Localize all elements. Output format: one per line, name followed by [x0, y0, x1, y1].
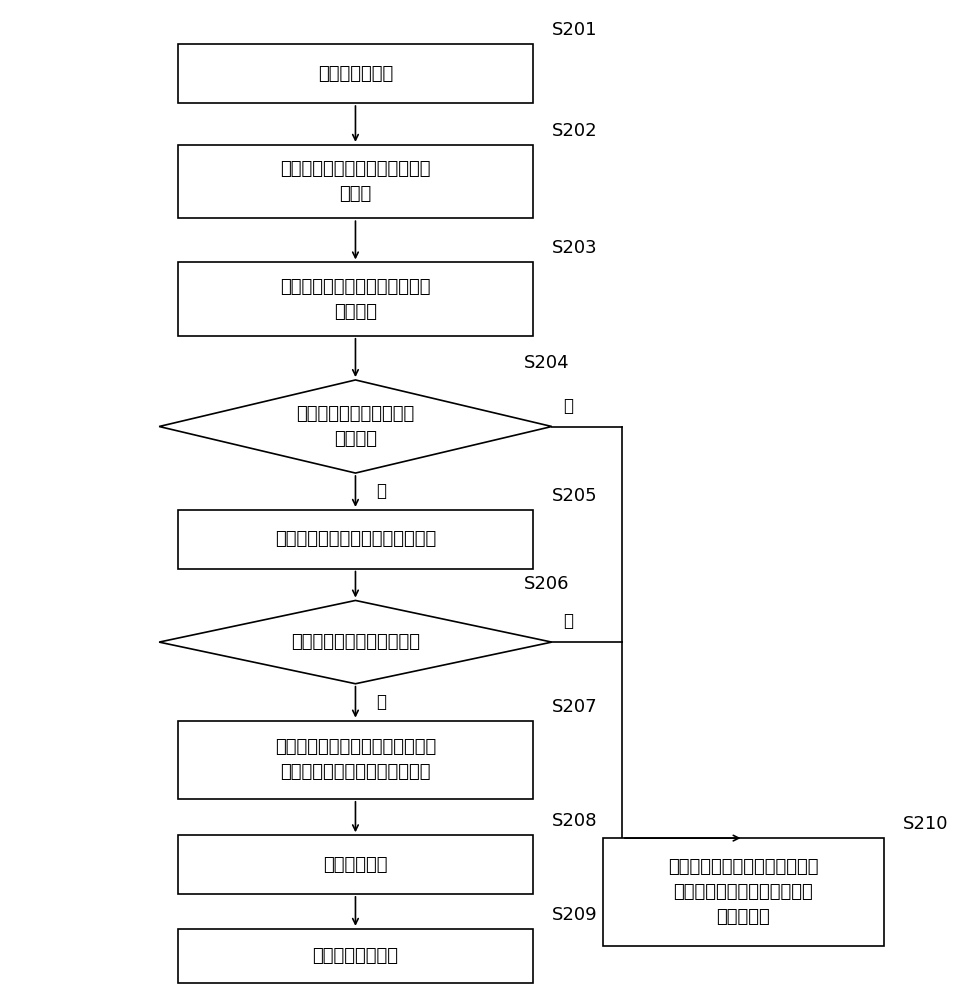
Text: S208: S208 — [551, 812, 597, 830]
FancyBboxPatch shape — [177, 44, 533, 103]
Text: 获取所述图形码信息中的第一动
态识别码: 获取所述图形码信息中的第一动 态识别码 — [280, 278, 430, 321]
Text: S210: S210 — [902, 815, 947, 833]
Text: 是: 是 — [375, 482, 386, 500]
Text: S206: S206 — [523, 575, 569, 593]
Text: S202: S202 — [551, 122, 597, 140]
Text: S207: S207 — [551, 698, 597, 716]
FancyBboxPatch shape — [177, 510, 533, 569]
Polygon shape — [159, 380, 551, 473]
Text: 是: 是 — [375, 693, 386, 711]
Text: 向云服务器发送核销所述购票信息
的请求，并接收核销成功的响应: 向云服务器发送核销所述购票信息 的请求，并接收核销成功的响应 — [274, 738, 436, 781]
Text: 获取所述图形码信息中的购票信息: 获取所述图形码信息中的购票信息 — [274, 530, 436, 548]
Text: S203: S203 — [551, 239, 597, 257]
FancyBboxPatch shape — [177, 929, 533, 983]
Text: S205: S205 — [551, 487, 597, 505]
Text: 验证所述第一动态识别码
是否正确: 验证所述第一动态识别码 是否正确 — [296, 405, 415, 448]
Text: S204: S204 — [523, 354, 569, 372]
Text: 向所述票务对应的客户端发送设
备标识: 向所述票务对应的客户端发送设 备标识 — [280, 160, 430, 203]
Text: 将当前网址重定向至引导网址，
其中所述引导网存储于所述图
形码信息中: 将当前网址重定向至引导网址， 其中所述引导网存储于所述图 形码信息中 — [667, 858, 818, 926]
FancyBboxPatch shape — [177, 835, 533, 894]
Text: 展示检票结果: 展示检票结果 — [323, 856, 387, 874]
Text: 否: 否 — [562, 397, 573, 415]
FancyBboxPatch shape — [177, 262, 533, 336]
Polygon shape — [159, 600, 551, 684]
Text: 获取检票的权限: 获取检票的权限 — [317, 65, 393, 83]
Text: S201: S201 — [551, 21, 597, 39]
FancyBboxPatch shape — [602, 838, 882, 946]
Text: S209: S209 — [551, 906, 597, 924]
FancyBboxPatch shape — [177, 720, 533, 799]
Text: 展示票务统计信息: 展示票务统计信息 — [313, 947, 398, 965]
FancyBboxPatch shape — [177, 145, 533, 218]
Text: 验证所述购票信息是否正确: 验证所述购票信息是否正确 — [291, 633, 419, 651]
Text: 否: 否 — [562, 612, 573, 630]
